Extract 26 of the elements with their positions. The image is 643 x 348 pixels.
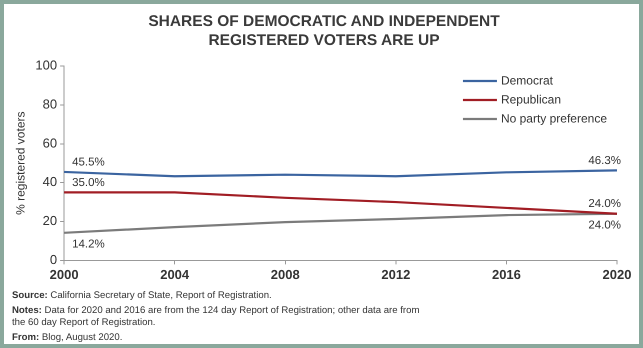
data-label: 35.0% <box>72 176 105 189</box>
source-note: Source: California Secretary of State, Report of Registration. <box>12 290 273 302</box>
y-tick-label: 20 <box>42 213 58 228</box>
x-tick-label: 2020 <box>602 266 632 282</box>
y-axis-title: % registered voters <box>14 112 28 215</box>
x-tick-label: 2012 <box>381 266 410 282</box>
y-tick-label: 0 <box>50 252 58 267</box>
data-label: 24.0% <box>588 198 621 210</box>
data-label: 24.0% <box>588 220 621 232</box>
legend-label: Republican <box>500 92 561 106</box>
data-label: 46.3% <box>588 154 621 167</box>
y-tick-label: 60 <box>42 135 58 150</box>
legend-label: Democrat <box>500 73 554 88</box>
text: Notes: Data for 2020 and 2016 are from the 124 day Report of Registration; other data are from the 60 day Report of Registration. <box>12 305 420 329</box>
x-tick-label: 2016 <box>492 266 521 282</box>
text: From: Blog, August 2020. <box>12 332 124 344</box>
x-tick-label: 2008 <box>270 266 300 282</box>
x-tick-label: 2004 <box>160 266 190 282</box>
data-label: 14.2% <box>72 238 105 251</box>
x-tick-label: 2000 <box>50 266 79 282</box>
y-tick-label: 40 <box>42 174 58 190</box>
y-tick-label: 80 <box>42 96 58 112</box>
chart-title: SHARES OF DEMOCRATIC AND INDEPENDENT REGISTERED VOTERS ARE UP <box>147 12 501 50</box>
data-label: 45.5% <box>72 156 105 168</box>
y-tick-label: 100 <box>35 58 58 73</box>
legend-label: No party preference <box>500 111 608 126</box>
